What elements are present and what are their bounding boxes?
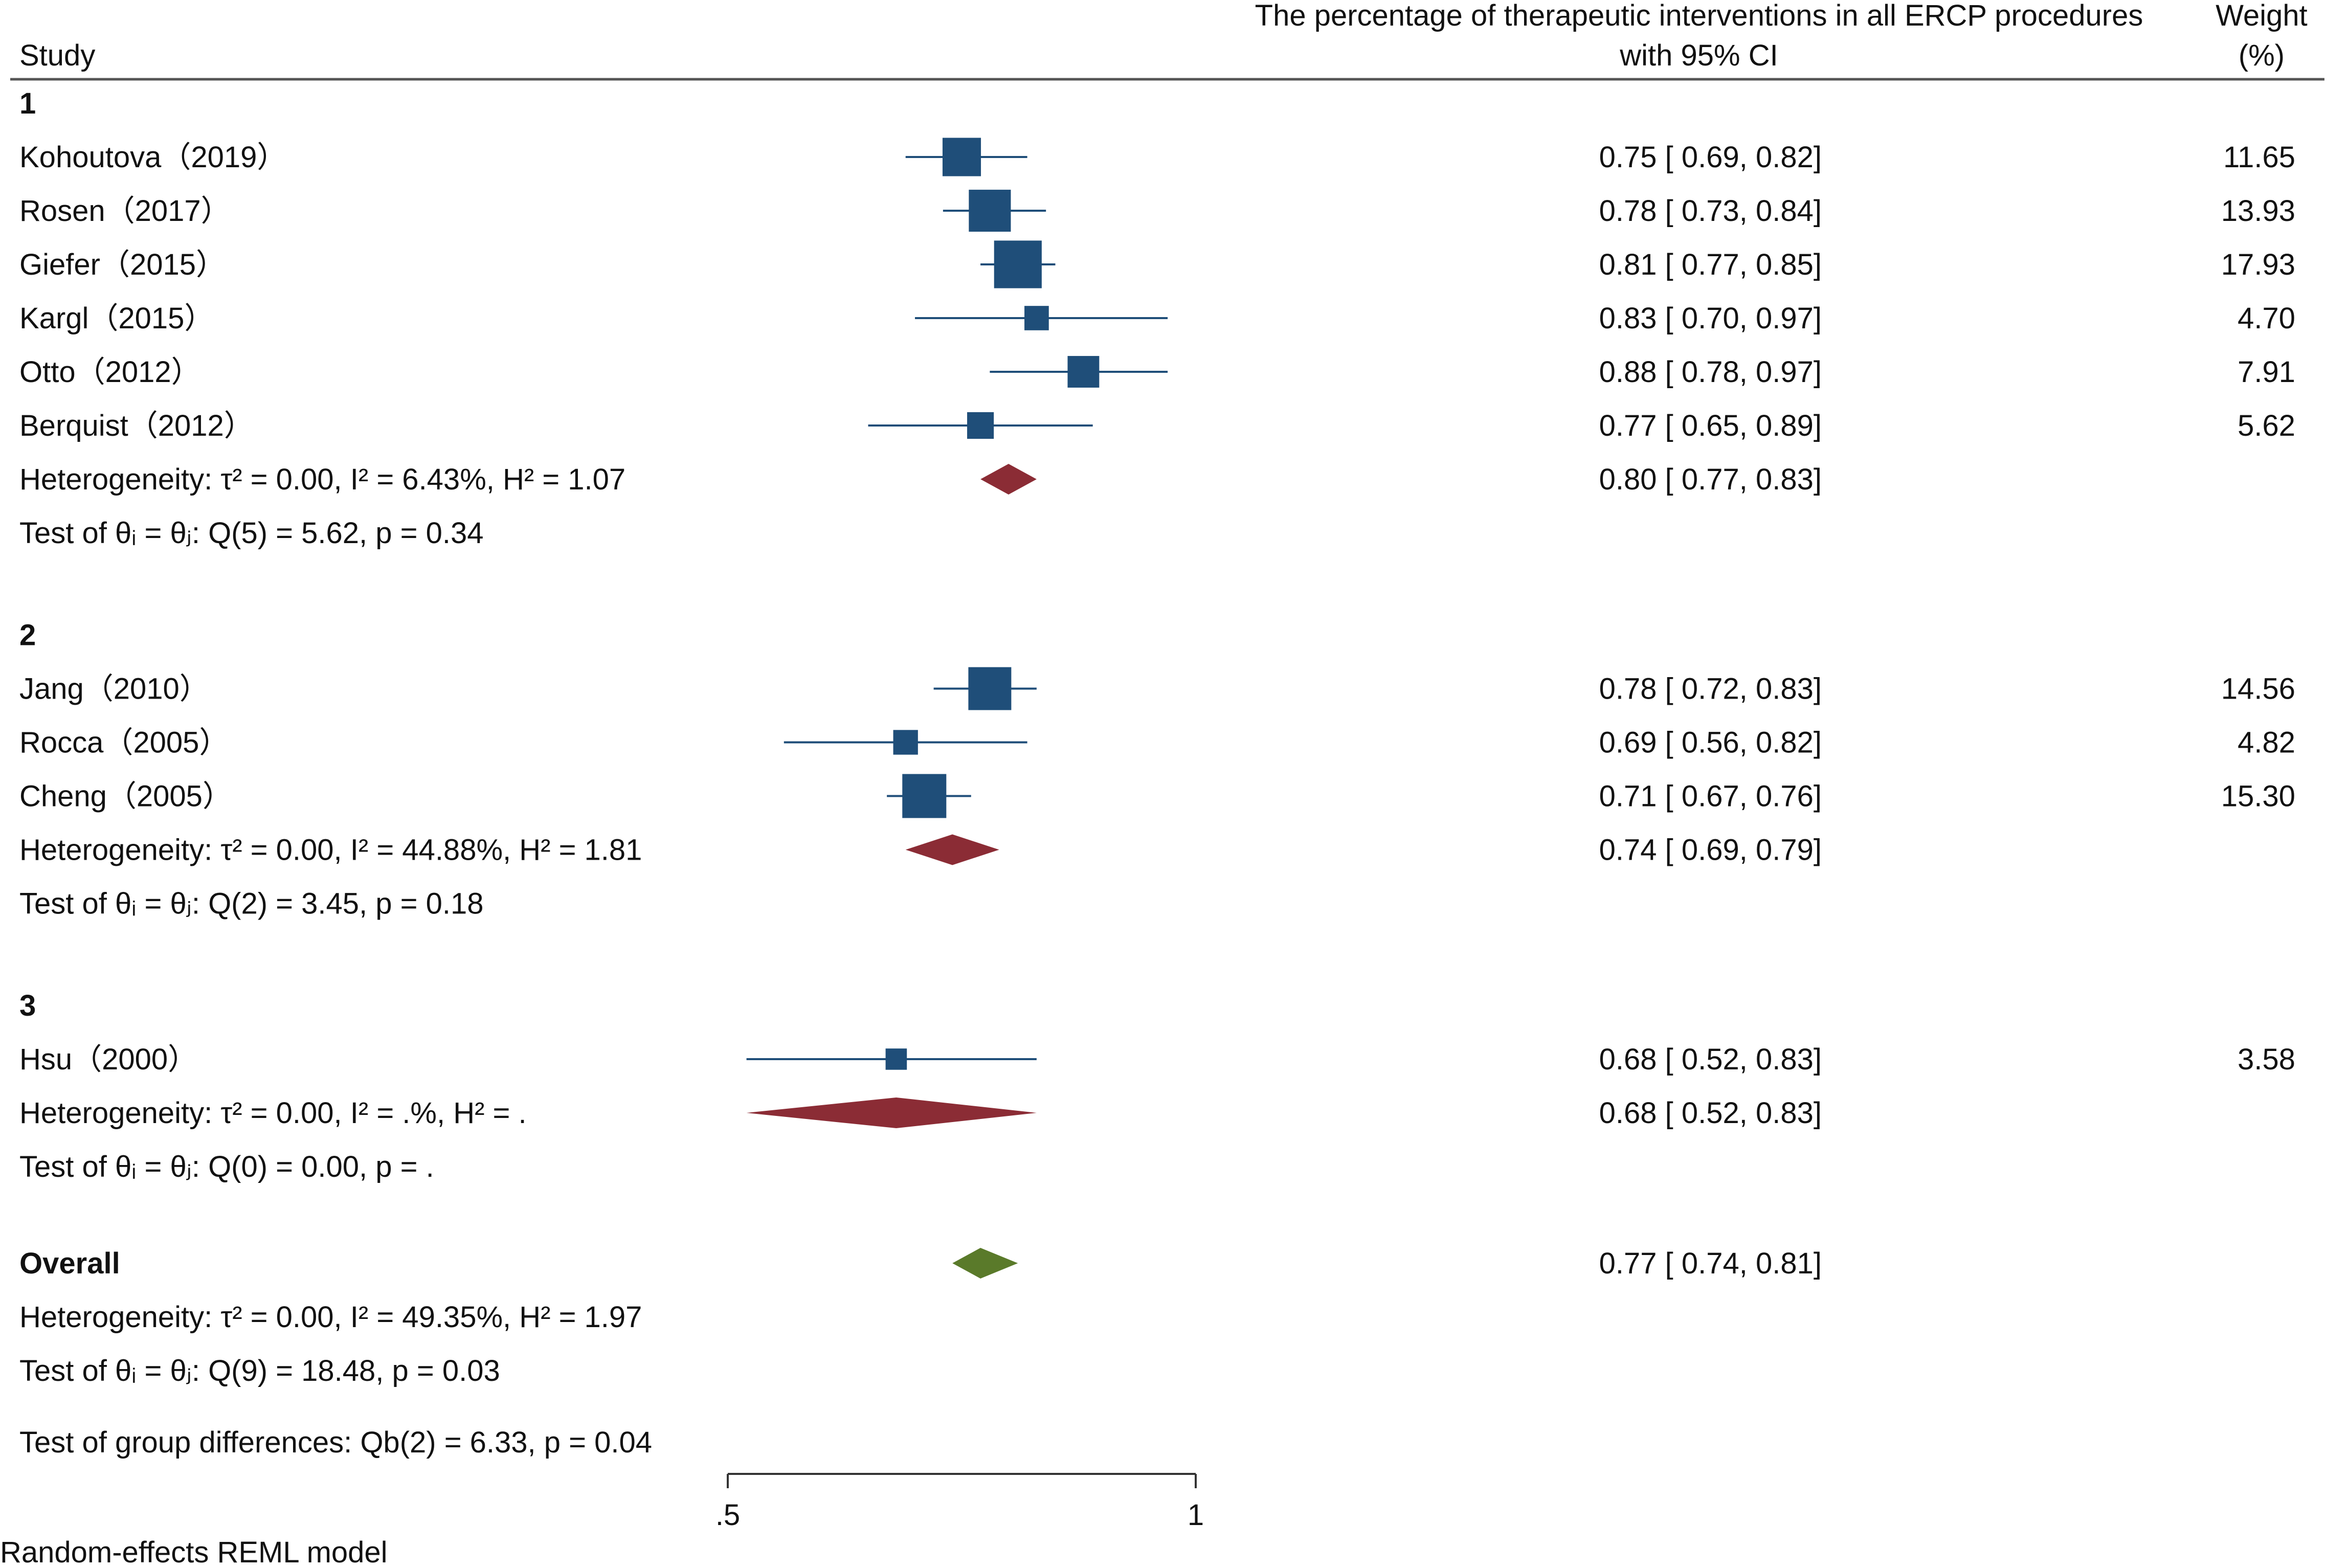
study-name: Berquist（2012）	[19, 409, 254, 442]
study-name: Rocca（2005）	[19, 726, 229, 759]
study-weight: 4.70	[2238, 302, 2295, 335]
effect-column-header-line1: The percentage of therapeutic interventi…	[1255, 0, 2143, 32]
study-column-header: Study	[19, 39, 95, 72]
study-weight: 4.82	[2238, 726, 2295, 759]
forest-rows: 1 Kohoutova（2019） 0.75 [ 0.69, 0.82] 11.65 R…	[19, 87, 2295, 1459]
overall-diamond	[952, 1248, 1018, 1279]
study-ci-text: 0.71 [ 0.67, 0.76]	[1599, 780, 1822, 813]
subgroup-diamond	[905, 834, 999, 865]
study-weight: 3.58	[2238, 1043, 2295, 1076]
study-weight: 15.30	[2221, 780, 2295, 813]
study-ci-text: 0.69 [ 0.56, 0.82]	[1599, 726, 1822, 759]
study-ci-text: 0.77 [ 0.65, 0.89]	[1599, 409, 1822, 442]
study-marker	[969, 189, 1011, 232]
study-marker	[1067, 356, 1100, 388]
study-ci-text: 0.78 [ 0.72, 0.83]	[1599, 673, 1822, 706]
study-marker	[967, 412, 994, 439]
model-note: Random-effects REML model	[0, 1536, 388, 1568]
weight-column-header-line2: (%)	[2239, 39, 2285, 72]
x-axis: .5 1	[715, 1473, 1204, 1532]
subgroup-heterogeneity: Heterogeneity: τ² = 0.00, I² = 6.43%, H²…	[19, 463, 625, 496]
study-marker	[968, 667, 1012, 710]
study-weight: 7.91	[2238, 355, 2295, 389]
subgroup-diamond	[980, 464, 1037, 495]
subgroup-label: 2	[19, 619, 36, 652]
study-ci-text: 0.88 [ 0.78, 0.97]	[1599, 355, 1822, 389]
study-marker	[994, 240, 1042, 288]
overall-test: Test of θᵢ = θⱼ: Q(9) = 18.48, p = 0.03	[19, 1354, 500, 1387]
overall-heterogeneity: Heterogeneity: τ² = 0.00, I² = 49.35%, H…	[19, 1301, 642, 1334]
study-marker	[893, 730, 918, 755]
subgroup-test: Test of θᵢ = θⱼ: Q(0) = 0.00, p = .	[19, 1150, 434, 1183]
weight-column-header-line1: Weight	[2216, 0, 2307, 32]
subgroup-test: Test of θᵢ = θⱼ: Q(5) = 5.62, p = 0.34	[19, 517, 484, 550]
overall-label: Overall	[19, 1247, 120, 1280]
group-difference-test: Test of group differences: Qb(2) = 6.33,…	[19, 1426, 652, 1459]
x-tick-label: .5	[715, 1498, 740, 1532]
subgroup-ci-text: 0.68 [ 0.52, 0.83]	[1599, 1096, 1822, 1130]
subgroup-test: Test of θᵢ = θⱼ: Q(2) = 3.45, p = 0.18	[19, 887, 484, 921]
study-weight: 17.93	[2221, 248, 2295, 281]
study-name: Otto（2012）	[19, 355, 201, 389]
overall-ci-text: 0.77 [ 0.74, 0.81]	[1599, 1247, 1822, 1280]
study-ci-text: 0.75 [ 0.69, 0.82]	[1599, 141, 1822, 174]
study-weight: 13.93	[2221, 194, 2295, 228]
study-ci-text: 0.81 [ 0.77, 0.85]	[1599, 248, 1822, 281]
subgroup-ci-text: 0.80 [ 0.77, 0.83]	[1599, 463, 1822, 496]
study-name: Giefer（2015）	[19, 248, 226, 281]
subgroup-label: 1	[19, 87, 36, 120]
study-name: Hsu（2000）	[19, 1043, 197, 1076]
study-marker	[1024, 306, 1049, 330]
study-weight: 5.62	[2238, 409, 2295, 442]
subgroup-label: 3	[19, 989, 36, 1022]
effect-column-header-line2: with 95% CI	[1619, 39, 1778, 72]
study-weight: 11.65	[2223, 141, 2295, 174]
study-marker	[942, 138, 981, 176]
subgroup-heterogeneity: Heterogeneity: τ² = 0.00, I² = .%, H² = …	[19, 1096, 527, 1130]
x-tick-label: 1	[1188, 1498, 1204, 1532]
study-ci-text: 0.78 [ 0.73, 0.84]	[1599, 194, 1822, 228]
study-name: Cheng（2005）	[19, 780, 232, 813]
study-marker	[902, 774, 947, 818]
study-name: Kargl（2015）	[19, 302, 214, 335]
study-name: Kohoutova（2019）	[19, 141, 286, 174]
subgroup-diamond	[746, 1097, 1037, 1128]
subgroup-ci-text: 0.74 [ 0.69, 0.79]	[1599, 834, 1822, 867]
study-ci-text: 0.83 [ 0.70, 0.97]	[1599, 302, 1822, 335]
study-marker	[885, 1048, 907, 1070]
study-name: Rosen（2017）	[19, 194, 231, 228]
study-ci-text: 0.68 [ 0.52, 0.83]	[1599, 1043, 1822, 1076]
study-weight: 14.56	[2221, 673, 2295, 706]
study-name: Jang（2010）	[19, 673, 209, 706]
subgroup-heterogeneity: Heterogeneity: τ² = 0.00, I² = 44.88%, H…	[19, 834, 642, 867]
